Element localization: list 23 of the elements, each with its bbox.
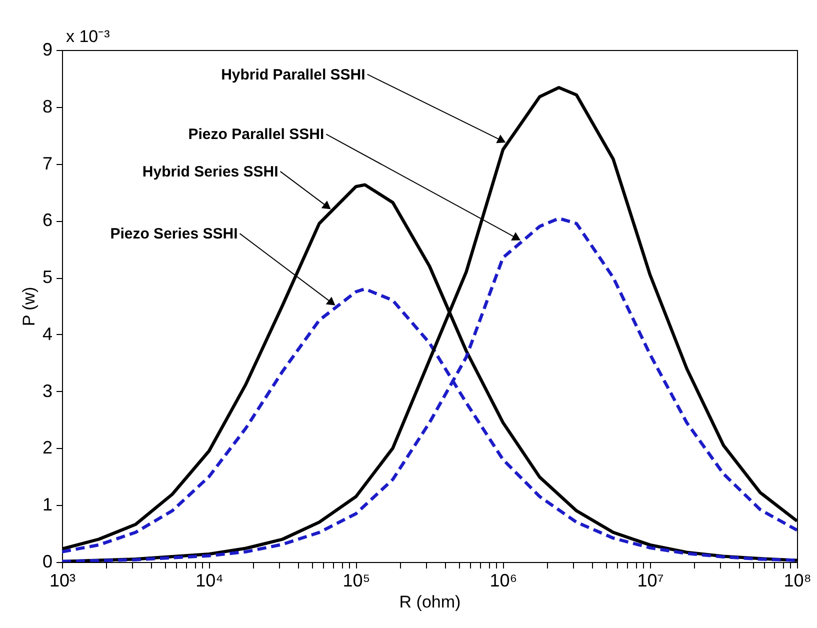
x-tick-label: 10⁴ — [196, 570, 224, 590]
y-tick-label: 8 — [42, 96, 52, 116]
y-tick-label: 5 — [42, 267, 52, 288]
annotation: Piezo Series SSHI — [110, 226, 238, 243]
annotation: Hybrid Parallel SSHI — [221, 66, 366, 84]
x-tick-label: 10³ — [49, 570, 76, 590]
x-axis-title: R (ohm) — [399, 592, 461, 612]
y-tick-label: 2 — [42, 438, 52, 458]
y-tick-label: 4 — [42, 324, 52, 344]
y-tick-label: 9 — [42, 40, 52, 60]
text: x 10⁻³ — [66, 27, 110, 46]
y-tick-label: 1 — [42, 494, 52, 515]
y-tick-label: 7 — [42, 153, 52, 174]
y-tick-label: 0 — [42, 552, 52, 572]
x-tick-label: 10⁷ — [637, 570, 664, 590]
annotation: Piezo Parallel SSHI — [188, 126, 324, 144]
y-axis-title: P (w) — [19, 286, 38, 326]
x-tick-label: 10⁵ — [342, 570, 370, 590]
y-tick-label: 6 — [42, 210, 52, 230]
x-tick-label: 10⁸ — [784, 570, 812, 590]
y-tick-label: 3 — [42, 380, 52, 401]
annotation: Hybrid Series SSHI — [142, 163, 278, 180]
x-tick-label: 10⁶ — [490, 570, 518, 590]
